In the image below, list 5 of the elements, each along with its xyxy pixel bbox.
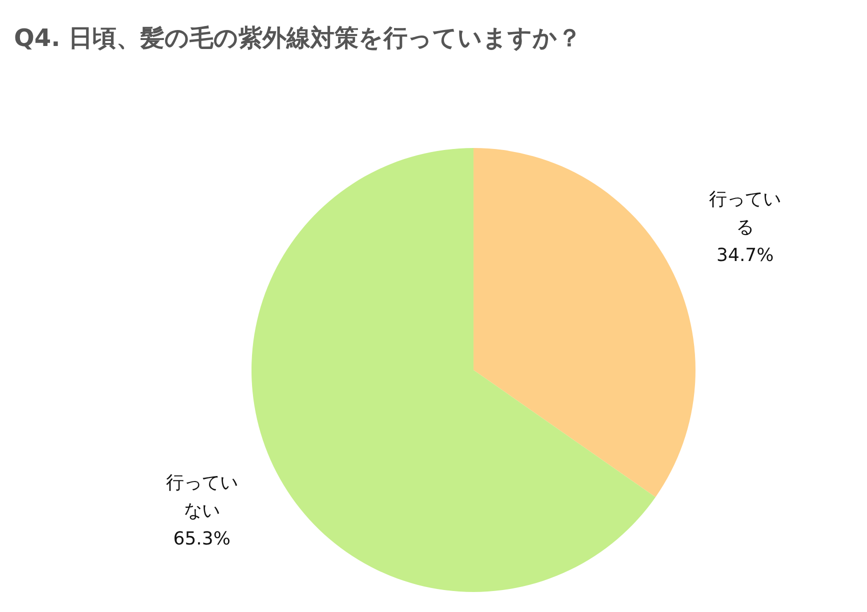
slice-label: 行っていない [166,472,238,522]
slice-label: 行っている [709,189,782,238]
chart-title: Q4. 日頃、髪の毛の紫外線対策を行っていますか？ [14,23,582,54]
data-label: 34.7% [716,245,774,266]
data-label: 65.3% [173,528,230,550]
